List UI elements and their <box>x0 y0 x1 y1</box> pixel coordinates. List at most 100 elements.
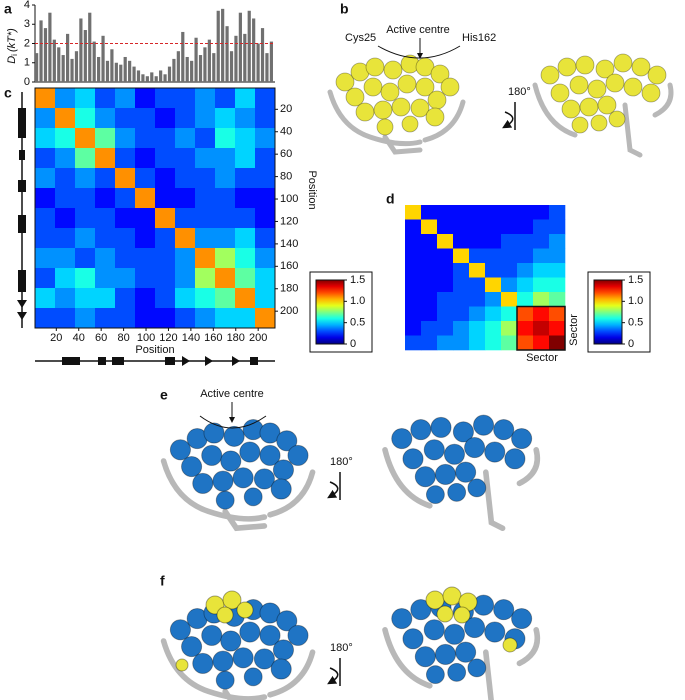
heatmap-cell <box>155 208 176 229</box>
x-tick-label: 200 <box>249 332 267 344</box>
x-tick-label: 120 <box>159 332 177 344</box>
sector-label: Sector <box>526 352 558 364</box>
heatmap-cell <box>469 205 486 220</box>
heatmap-cell <box>453 263 470 278</box>
bar <box>252 18 256 83</box>
heatmap-cell <box>155 248 176 269</box>
bar <box>212 53 216 82</box>
heatmap-cell <box>437 306 454 322</box>
protein-structure <box>164 420 313 529</box>
y-tick-label: 20 <box>280 103 292 115</box>
y-tick-label: 180 <box>280 283 298 295</box>
rotation-label: 180° <box>330 456 353 468</box>
heatmap-cell <box>75 288 96 309</box>
heatmap-cell <box>115 88 136 109</box>
y-tick-label: 120 <box>280 215 298 227</box>
rotation-label: 180° <box>508 86 531 98</box>
heatmap-cell <box>155 308 176 329</box>
heatmap-cell <box>75 148 96 169</box>
heatmap-cell <box>469 306 486 322</box>
heatmap-cell <box>155 168 176 189</box>
heatmap-cell <box>135 208 156 229</box>
bar <box>57 47 61 82</box>
x-tick-label: 80 <box>117 332 129 344</box>
heatmap-cell <box>235 308 256 329</box>
heatmap-cell <box>35 268 56 289</box>
heatmap-cell <box>55 148 76 169</box>
heatmap-cell <box>175 268 196 289</box>
heatmap-cell <box>95 148 116 169</box>
heatmap-cell <box>175 148 196 169</box>
heatmap-cell <box>549 263 566 278</box>
heatmap-cell <box>195 288 216 309</box>
rotation-label: 180° <box>330 642 353 654</box>
heatmap-cell <box>135 228 156 249</box>
bar <box>128 60 132 82</box>
heatmap-cell <box>469 321 486 336</box>
bar <box>172 58 176 82</box>
heatmap-cell <box>95 208 116 229</box>
y-tick-label: 160 <box>280 260 298 272</box>
heatmap-cell <box>405 234 422 249</box>
heatmap-cell <box>485 219 502 235</box>
heatmap-cell <box>469 277 486 293</box>
heatmap-cell <box>549 219 566 235</box>
colorbar-frame <box>587 271 651 353</box>
heatmap-cell <box>195 88 216 109</box>
colorbar <box>593 279 623 345</box>
bar <box>119 64 123 82</box>
rotation-arrow <box>330 658 341 686</box>
heatmap-cell <box>485 335 502 351</box>
bar <box>198 55 203 82</box>
y-tick-label: 2 <box>24 37 30 49</box>
heatmap-cell <box>215 168 236 189</box>
heatmap-cell <box>501 277 518 293</box>
heatmap-cell <box>195 308 216 329</box>
heatmap-cell <box>75 308 96 329</box>
bar <box>52 39 56 82</box>
heatmap-cell <box>517 234 534 249</box>
bar <box>136 70 141 82</box>
heatmap-cell <box>95 228 116 249</box>
bar <box>74 51 79 82</box>
heatmap-cell <box>469 219 486 235</box>
heatmap-cell <box>55 168 76 189</box>
bar <box>176 51 180 82</box>
label-main: D <box>6 56 18 64</box>
bar <box>229 51 234 82</box>
heatmap-cell <box>55 268 76 289</box>
colorbar-tick-label: 1.0 <box>628 295 643 307</box>
heatmap-cell <box>215 268 236 289</box>
heatmap-cell <box>405 306 422 322</box>
heatmap-cell <box>155 108 176 129</box>
heatmap-cell <box>75 108 96 129</box>
heatmap-cell <box>437 277 454 293</box>
bar <box>194 37 198 82</box>
heatmap-cell <box>405 321 422 336</box>
annotation: Active centre <box>386 24 450 36</box>
heatmap-cell <box>533 335 550 351</box>
heatmap-cell <box>485 205 502 220</box>
heatmap-cell <box>533 219 550 235</box>
y-tick-label: 0 <box>24 76 30 88</box>
bar <box>132 66 136 82</box>
heatmap-cell <box>75 208 96 229</box>
bar <box>83 30 87 82</box>
heatmap-cell <box>405 292 422 307</box>
heatmap-cell <box>135 108 156 129</box>
bar <box>92 41 96 82</box>
heatmap-cell <box>115 268 136 289</box>
protein-structure <box>535 54 671 155</box>
heatmap-cell <box>469 248 486 264</box>
heatmap-cell <box>255 168 276 189</box>
heatmap-cell <box>421 321 438 336</box>
heatmap-cell <box>549 205 566 220</box>
bar <box>123 56 127 82</box>
heatmap-cell <box>135 248 156 269</box>
colorbar-tick-label: 0 <box>350 338 356 350</box>
heatmap-cell <box>95 108 116 129</box>
heatmap-cell <box>517 248 534 264</box>
bar <box>70 58 74 82</box>
heatmap-cell <box>421 205 438 220</box>
